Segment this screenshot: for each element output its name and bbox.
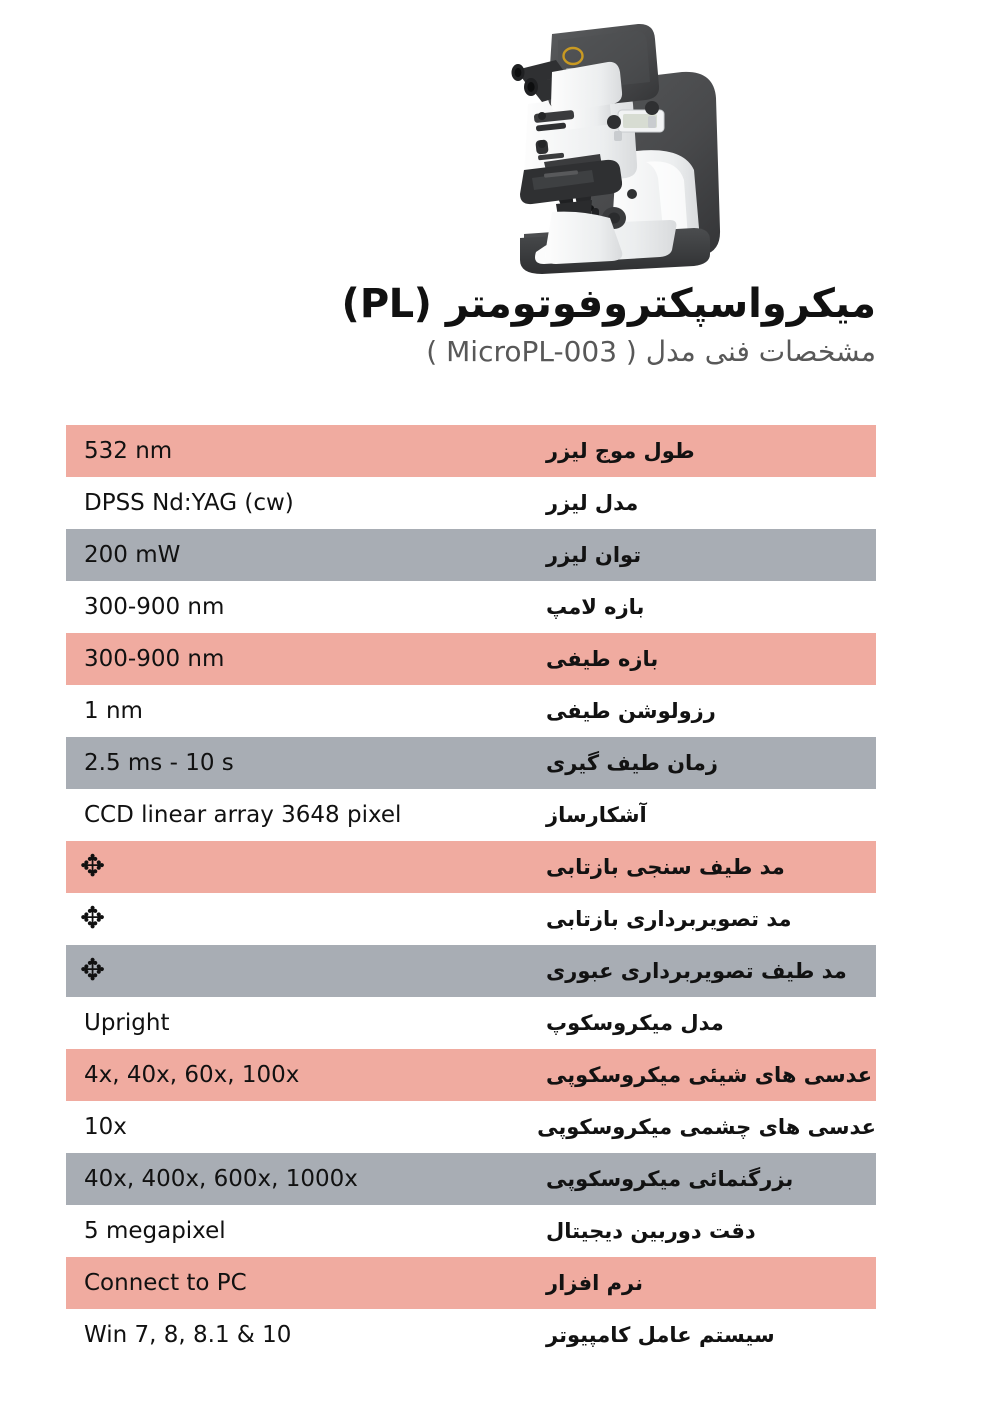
spec-label: نرم افزار bbox=[546, 1270, 643, 1295]
spec-row: توان لیزر 200 mW bbox=[66, 529, 876, 581]
spec-label: طول موج لیزر bbox=[546, 438, 695, 463]
feature-check-icon: ✥ bbox=[80, 849, 106, 884]
spec-row: مدل لیزر DPSS Nd:YAG (cw) bbox=[66, 477, 876, 529]
spec-label: بازه طیفی bbox=[546, 646, 659, 671]
spec-row: عدسی های شیئی میکروسکوپی 4x, 40x, 60x, 10… bbox=[66, 1049, 876, 1101]
spec-row: عدسی های چشمی میکروسکوپی 10x bbox=[66, 1101, 876, 1153]
spec-row: رزولوشن طیفی 1 nm bbox=[66, 685, 876, 737]
spec-value: CCD linear array 3648 pixel bbox=[84, 801, 402, 828]
spec-label: مد طیف تصویربرداری عبوری bbox=[546, 958, 847, 983]
spec-row: سیستم عامل کامپیوتر Win 7, 8, 8.1 & 10 bbox=[66, 1309, 876, 1361]
spec-value: Win 7, 8, 8.1 & 10 bbox=[84, 1321, 292, 1348]
spec-value: 532 nm bbox=[84, 437, 173, 464]
spec-label: عدسی های چشمی میکروسکوپی bbox=[537, 1114, 876, 1139]
spec-label: توان لیزر bbox=[546, 542, 642, 567]
spec-label: مد تصویربرداری بازتابی bbox=[546, 906, 792, 931]
specifications-table: طول موج لیزر 532 nm مدل لیزر DPSS Nd:YAG (c… bbox=[66, 425, 876, 1361]
spec-row: نرم افزار Connect to PC bbox=[66, 1257, 876, 1309]
spec-value: 1 nm bbox=[84, 697, 143, 724]
spec-value: 300-900 nm bbox=[84, 593, 225, 620]
spec-value: Upright bbox=[84, 1009, 170, 1036]
spec-value: 300-900 nm bbox=[84, 645, 225, 672]
spec-row: آشکارساز CCD linear array 3648 pixel bbox=[66, 789, 876, 841]
spec-row: زمان طیف گیری 2.5 ms - 10 s bbox=[66, 737, 876, 789]
spec-row: مدل میکروسکوپ Upright bbox=[66, 997, 876, 1049]
hero-product-image bbox=[0, 0, 992, 285]
spec-value: 40x, 400x, 600x, 1000x bbox=[84, 1165, 358, 1192]
spec-row: دقت دوربین دیجیتال 5 megapixel bbox=[66, 1205, 876, 1257]
spec-value: 2.5 ms - 10 s bbox=[84, 749, 234, 776]
spec-row: بازه طیفی 300-900 nm bbox=[66, 633, 876, 685]
spec-label: مدل لیزر bbox=[546, 490, 639, 515]
spec-label: دقت دوربین دیجیتال bbox=[546, 1218, 756, 1243]
spec-row: مد طیف تصویربرداری عبوری ✥ bbox=[66, 945, 876, 997]
page-title: میکرواسپکتروفوتومتر (PL) bbox=[341, 281, 877, 327]
spec-label: رزولوشن طیفی bbox=[546, 698, 716, 723]
spec-row: بازه لامپ 300-900 nm bbox=[66, 581, 876, 633]
spec-value: 200 mW bbox=[84, 541, 181, 568]
spec-label: بازه لامپ bbox=[546, 594, 645, 619]
feature-check-icon: ✥ bbox=[80, 901, 106, 936]
spec-value: DPSS Nd:YAG (cw) bbox=[84, 489, 294, 516]
spec-value: 10x bbox=[84, 1113, 127, 1140]
spec-value: 5 megapixel bbox=[84, 1217, 226, 1244]
spec-label: بزرگنمائی میکروسکوپی bbox=[546, 1166, 794, 1191]
spec-value: 4x, 40x, 60x, 100x bbox=[84, 1061, 300, 1088]
feature-check-icon: ✥ bbox=[80, 953, 106, 988]
upright-microscope-icon bbox=[511, 23, 721, 274]
spec-label: زمان طیف گیری bbox=[546, 750, 718, 775]
spec-value: Connect to PC bbox=[84, 1269, 247, 1296]
spec-row: مد طیف سنجی بازتابی ✥ bbox=[66, 841, 876, 893]
spec-label: مدل میکروسکوپ bbox=[546, 1010, 724, 1035]
page-subtitle: مشخصات فنی مدل ( MicroPL-003 ) bbox=[426, 334, 876, 368]
title-block: میکرواسپکتروفوتومتر (PL) مشخصات فنی مدل … bbox=[66, 281, 877, 368]
spec-label: آشکارساز bbox=[546, 802, 647, 827]
spec-row: بزرگنمائی میکروسکوپی 40x, 400x, 600x, 100… bbox=[66, 1153, 876, 1205]
spec-row: طول موج لیزر 532 nm bbox=[66, 425, 876, 477]
spec-row: مد تصویربرداری بازتابی ✥ bbox=[66, 893, 876, 945]
spec-label: مد طیف سنجی بازتابی bbox=[546, 854, 785, 879]
spec-label: سیستم عامل کامپیوتر bbox=[546, 1322, 775, 1347]
spec-label: عدسی های شیئی میکروسکوپی bbox=[546, 1062, 873, 1087]
